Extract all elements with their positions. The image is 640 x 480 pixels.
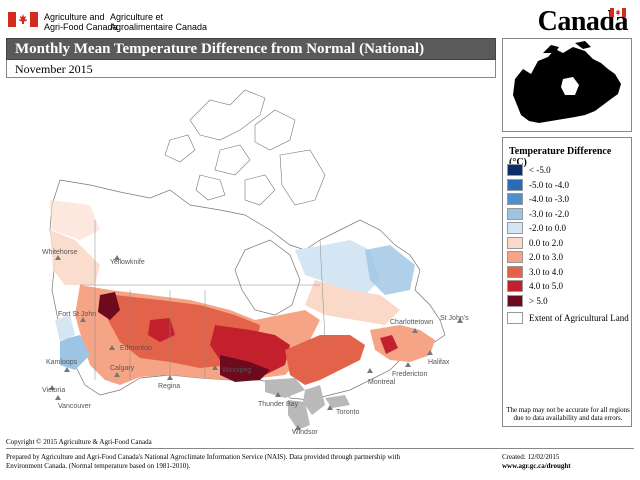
map-title-bar: Monthly Mean Temperature Difference from… [6,38,496,60]
quebec-middle [305,280,400,325]
city-label-charlottetown: Charlottetown [390,319,433,326]
legend-item-extent: Extent of Agricultural Land [507,312,631,324]
legend-swatch [507,207,523,220]
legend-label: 0.0 to 2.0 [529,237,564,248]
city-label-calgary: Calgary [110,365,135,372]
legend-label: -2.0 to 0.0 [529,223,566,233]
legend-label: < -5.0 [529,165,551,175]
city-label-whitehorse: Whitehorse [42,249,78,256]
city-label-vancouver: Vancouver [58,403,92,410]
legend-label: > 5.0 [529,295,548,306]
arctic-islands [164,89,326,206]
legend-item: -4.0 to -3.0 [507,193,631,205]
yukon-area [50,200,100,240]
ontario-south [285,335,365,385]
department-name-en: Agriculture and Agri-Food Canada [44,12,118,32]
legend-swatch [507,280,523,292]
quebec-north [295,240,380,295]
legend-swatch [507,178,523,191]
prepared-by-text: Prepared by Agriculture and Agri-Food Ca… [6,453,400,470]
legend-swatch [507,193,523,205]
legend-item: 0.0 to 2.0 [507,236,631,249]
canada-flag-icon [8,12,38,27]
city-label-fort-st-john: Fort St John [58,311,96,318]
provincial-borders [80,220,326,380]
legend-item: -3.0 to -2.0 [507,207,631,220]
great-lakes [265,378,350,430]
legend-item: -2.0 to 0.0 [507,222,631,234]
alberta-hot [98,292,120,320]
temperature-map: Whitehorse Yellowknife Fort St John Edmo… [42,89,469,436]
legend-swatch [507,294,523,307]
legend-swatch [507,164,523,176]
north-bc-area [50,230,100,285]
legend-item: 3.0 to 4.0 [507,265,631,278]
legend-swatch-extent [507,312,523,324]
wordmark-flag-icon [610,8,626,17]
city-markers [49,255,463,430]
legend-swatch [507,265,523,278]
legend-swatch [507,251,523,263]
canada-inset-silhouette [513,41,621,123]
created-date: Created: 12/02/2015 [502,453,560,461]
legend-label: -5.0 to -4.0 [529,179,569,190]
copyright-text: Copyright © 2015 Agriculture & Agri-Food… [6,438,152,446]
legend-item: < -5.0 [507,164,631,176]
city-label-toronto: Toronto [336,409,359,416]
legend-label: -3.0 to -2.0 [529,208,569,219]
government-header: Agriculture and Agri-Food Canada Agricul… [8,6,308,36]
legend-label: 3.0 to 4.0 [529,266,564,277]
city-label-yellowknife: Yellowknife [110,259,145,266]
nb-hot [380,335,398,354]
legend-title: Temperature Difference (°C) [509,146,612,168]
sask-hot [148,318,175,342]
bc-interior [60,335,90,370]
northwest-ontario-hot [220,355,270,382]
legend-item: 2.0 to 3.0 [507,251,631,263]
legend-swatch [507,222,523,234]
city-label-winnipeg: Winnipeg [222,367,251,374]
city-label-regina: Regina [158,383,180,390]
legend-item: 4.0 to 5.0 [507,280,631,292]
map-date: November 2015 [15,62,93,76]
legend-item: > 5.0 [507,294,631,307]
bc-coast [55,315,75,342]
footer-divider [6,448,634,449]
website-url: www.agr.gc.ca/drought [502,462,571,470]
city-label-kamloops: Kamloops [46,359,78,366]
map-title: Monthly Mean Temperature Difference from… [15,41,425,57]
city-labels: Whitehorse Yellowknife Fort St John Edmo… [42,249,469,436]
created-info: Created: 12/02/2015 www.agr.gc.ca/drough… [502,453,571,471]
department-name-fr: Agriculture et Agroalimentaire Canada [110,12,208,32]
city-label-windsor: Windsor [292,429,318,436]
legend-label-extent: Extent of Agricultural Land [529,313,629,323]
city-label-st-johns: St John's [440,315,469,322]
legend-disclaimer: The map may not be accurate for all regi… [506,406,630,422]
map-date-bar: November 2015 [6,60,496,78]
hudson-bay [234,239,301,316]
inset-map-panel [502,38,632,132]
legend-panel: Temperature Difference (°C) < -5.0 -5.0 t… [502,137,632,427]
city-label-victoria: Victoria [42,387,65,394]
legend-label: 2.0 to 3.0 [529,252,564,262]
city-label-thunder-bay: Thunder Bay [258,401,299,408]
legend-item: -5.0 to -4.0 [507,178,631,191]
legend-label: -4.0 to -3.0 [529,194,569,204]
legend-label: 4.0 to 5.0 [529,281,564,291]
city-label-fredericton: Fredericton [392,371,428,378]
labrador [365,245,415,295]
city-label-halifax: Halifax [428,359,450,366]
legend-swatch [507,236,523,249]
city-label-montreal: Montreal [368,379,396,386]
city-label-edmonton: Edmonton [120,345,152,352]
